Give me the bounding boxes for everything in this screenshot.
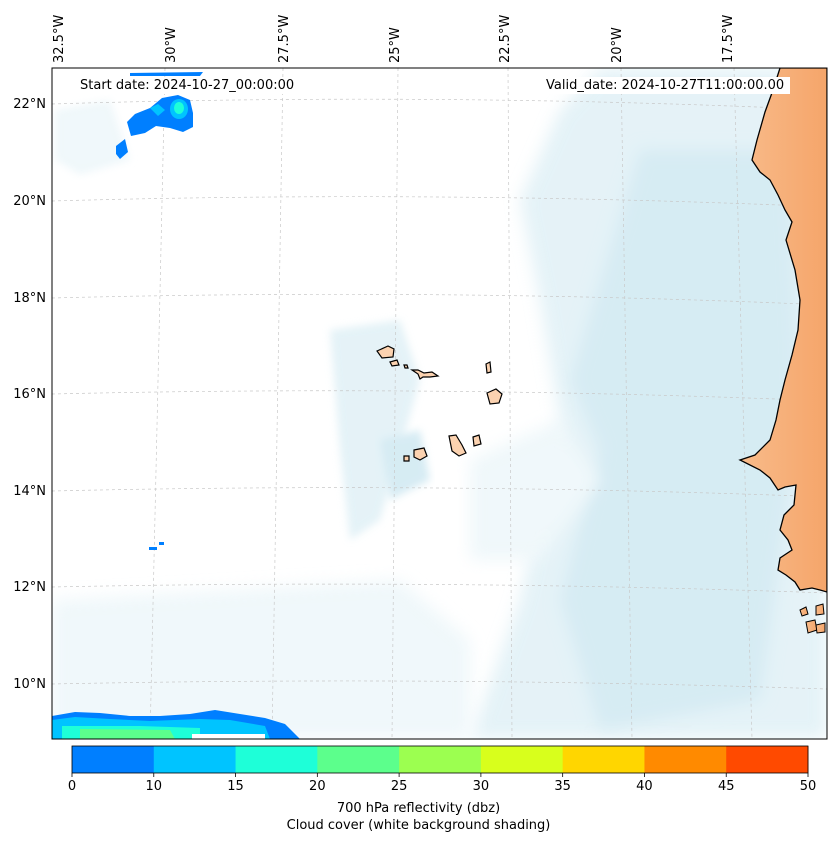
colorbar-title: 700 hPa reflectivity (dbz) bbox=[336, 801, 501, 816]
colorbar-segment bbox=[480, 746, 564, 773]
colorbar-segment bbox=[726, 746, 809, 773]
colorbar-subtitle: Cloud cover (white background shading) bbox=[286, 818, 551, 833]
island-santa-luzia bbox=[403, 364, 409, 369]
colorbar-segment bbox=[399, 746, 482, 773]
island-boa-vista bbox=[486, 388, 503, 405]
colorbar-segment bbox=[317, 746, 400, 773]
coast-island bbox=[815, 622, 826, 634]
island-santiago bbox=[448, 434, 467, 457]
lon-label: 22.5°W bbox=[498, 15, 513, 63]
lon-label: 30°W bbox=[164, 27, 179, 63]
lat-label: 22°N bbox=[13, 97, 46, 112]
colorbar-tick-label: 20 bbox=[309, 779, 326, 794]
reflectivity-cells bbox=[52, 72, 300, 739]
map-layers bbox=[52, 68, 827, 739]
island-sao-vicente bbox=[389, 359, 400, 367]
lon-label: 27.5°W bbox=[277, 15, 292, 63]
colorbar-tick-label: 0 bbox=[68, 779, 76, 794]
island-santo-antao bbox=[376, 345, 395, 359]
colorbar-segment bbox=[72, 746, 155, 773]
island-sao-nicolau bbox=[410, 369, 440, 380]
colorbar-frame bbox=[71, 745, 809, 774]
lat-label: 16°N bbox=[13, 387, 46, 402]
valid-date-label: Valid_date: 2024-10-27T11:00:00.00 bbox=[540, 77, 791, 94]
colorbar-segment bbox=[235, 746, 318, 773]
lon-label: 25°W bbox=[388, 27, 403, 63]
lon-label: 17.5°W bbox=[721, 15, 736, 63]
colorbar: 0 10 15 20 25 30 35 40 45 50 bbox=[68, 745, 817, 794]
cloud-cover-shading bbox=[52, 68, 827, 739]
lat-label: 10°N bbox=[13, 677, 46, 692]
colorbar-tick-label: 35 bbox=[554, 779, 571, 794]
lat-label: 20°N bbox=[13, 194, 46, 209]
colorbar-tick-label: 40 bbox=[636, 779, 653, 794]
colorbar-tick-label: 50 bbox=[800, 779, 817, 794]
lat-label: 12°N bbox=[13, 580, 46, 595]
map-frame bbox=[51, 67, 828, 740]
coast-island bbox=[799, 606, 809, 617]
longitude-labels: 32.5°W 30°W 27.5°W 25°W 22.5°W 20°W 17.5°W bbox=[52, 15, 736, 63]
lat-label: 14°N bbox=[13, 484, 46, 499]
latitude-labels: 22°N 20°N 18°N 16°N 14°N 12°N 10°N bbox=[13, 97, 46, 692]
lat-label: 18°N bbox=[13, 291, 46, 306]
colorbar-segment bbox=[562, 746, 645, 773]
bijagos-island bbox=[815, 603, 825, 616]
lon-label: 32.5°W bbox=[52, 15, 67, 63]
island-fogo bbox=[413, 447, 428, 461]
colorbar-segment bbox=[153, 746, 237, 773]
african-coast-land bbox=[738, 68, 827, 593]
island-maio bbox=[472, 434, 482, 447]
start-date-label: Start date: 2024-10-27_00:00:00 bbox=[74, 77, 301, 94]
colorbar-tick-label: 15 bbox=[227, 779, 244, 794]
colorbar-tick-label: 45 bbox=[718, 779, 735, 794]
coast-island bbox=[805, 619, 818, 634]
colorbar-tick-label: 30 bbox=[473, 779, 490, 794]
island-sal bbox=[485, 361, 492, 374]
colorbar-tick-label: 10 bbox=[146, 779, 163, 794]
colorbar-segment bbox=[644, 746, 727, 773]
cape-verde-islands bbox=[376, 345, 503, 462]
colorbar-tick-label: 25 bbox=[391, 779, 408, 794]
island-brava bbox=[403, 455, 410, 462]
lon-label: 20°W bbox=[610, 27, 625, 63]
